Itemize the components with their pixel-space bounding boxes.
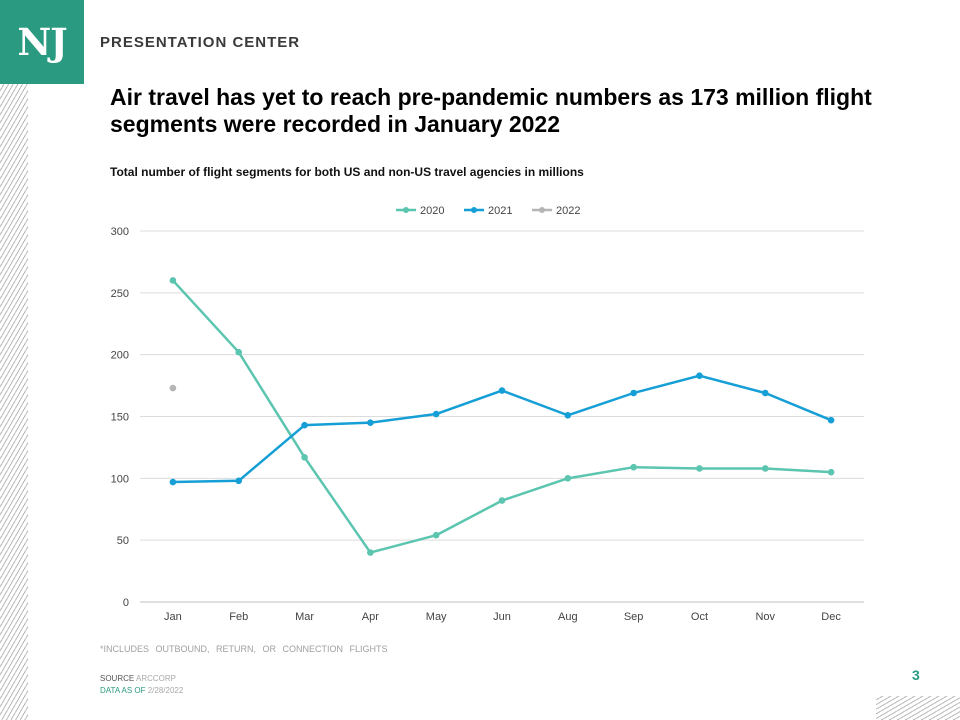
data-point <box>432 531 440 539</box>
x-tick-label: Jun <box>493 611 511 623</box>
chart-subtitle: Total number of flight segments for both… <box>110 165 584 179</box>
asof-value: 2/28/2022 <box>147 686 184 695</box>
data-point <box>301 421 308 429</box>
x-tick-label: Aug <box>558 611 578 623</box>
data-point <box>169 277 177 284</box>
y-tick-label: 100 <box>111 473 129 485</box>
y-tick-label: 0 <box>123 597 129 609</box>
legend-item-2022: 2022 <box>532 205 580 217</box>
legend-label: 2020 <box>420 205 444 217</box>
asof-label: DATA AS OF <box>100 686 146 695</box>
x-axis-ticks: Jan Feb Mar Apr May Jun Aug Sep Oct Nov Dec <box>164 611 841 623</box>
y-axis-ticks: 0 50 100 150 200 250 300 <box>111 226 129 609</box>
legend-item-2021: 2021 <box>464 205 512 217</box>
y-tick-label: 300 <box>111 226 129 238</box>
y-tick-label: 200 <box>111 350 129 362</box>
x-tick-label: Sep <box>624 611 644 623</box>
legend-swatch-marker <box>539 207 545 213</box>
series-2021 <box>169 372 835 486</box>
x-tick-label: Mar <box>295 611 314 623</box>
data-point <box>630 389 637 397</box>
data-point <box>827 468 835 476</box>
data-point <box>696 465 703 472</box>
left-hatch-decoration <box>0 84 28 720</box>
data-point <box>761 389 769 397</box>
page-number: 3 <box>912 667 920 683</box>
y-tick-label: 250 <box>111 288 129 300</box>
source-label: SOURCE <box>100 674 135 683</box>
gridlines <box>140 230 864 603</box>
data-point <box>564 475 572 482</box>
x-tick-label: Nov <box>755 611 775 623</box>
x-tick-label: Dec <box>821 611 841 623</box>
data-point <box>827 416 835 424</box>
legend-label: 2022 <box>556 205 580 217</box>
legend-swatch-marker <box>403 207 409 213</box>
logo-text: NJ <box>17 20 67 64</box>
series-2022 <box>169 384 177 392</box>
data-point <box>498 387 506 394</box>
x-tick-label: Oct <box>691 611 708 623</box>
brand-label: PRESENTATION CENTER <box>100 34 301 51</box>
data-point <box>235 477 243 485</box>
data-point <box>564 411 572 419</box>
data-point <box>169 384 177 392</box>
source-value: ARCCORP <box>136 674 177 683</box>
slide-title: Air travel has yet to reach pre-pandemic… <box>110 84 872 137</box>
x-tick-label: Feb <box>229 611 248 623</box>
legend-item-2020: 2020 <box>396 205 444 217</box>
legend-swatch-marker <box>471 207 477 213</box>
legend-label: 2021 <box>488 205 512 217</box>
data-point <box>235 348 243 356</box>
data-point <box>169 478 177 486</box>
x-tick-label: May <box>426 611 447 623</box>
series <box>169 277 835 556</box>
x-tick-label: Apr <box>362 611 379 623</box>
legend: 2020 2021 2022 <box>396 205 580 217</box>
corner-hatch-decoration <box>876 696 960 720</box>
data-point <box>301 454 308 461</box>
data-point <box>498 497 506 504</box>
series-2020 <box>169 277 835 556</box>
footnote: *INCLUDES OUTBOUND, RETURN, OR CONNECTIO… <box>100 644 388 654</box>
data-point <box>432 410 440 418</box>
nj-logo: NJ <box>0 0 84 84</box>
x-tick-label: Jan <box>164 611 182 623</box>
y-tick-label: 150 <box>111 412 129 424</box>
data-point <box>761 465 769 472</box>
data-point <box>630 463 637 471</box>
data-point <box>696 372 703 379</box>
line-chart: 0 50 100 150 200 250 300 Jan Feb Mar Apr May Jun Aug… <box>111 205 864 623</box>
data-point <box>367 419 374 426</box>
data-point <box>367 549 374 556</box>
y-tick-label: 50 <box>117 535 129 547</box>
source-block: SOURCE ARCCORP DATA AS OF 2/28/2022 <box>100 673 183 697</box>
